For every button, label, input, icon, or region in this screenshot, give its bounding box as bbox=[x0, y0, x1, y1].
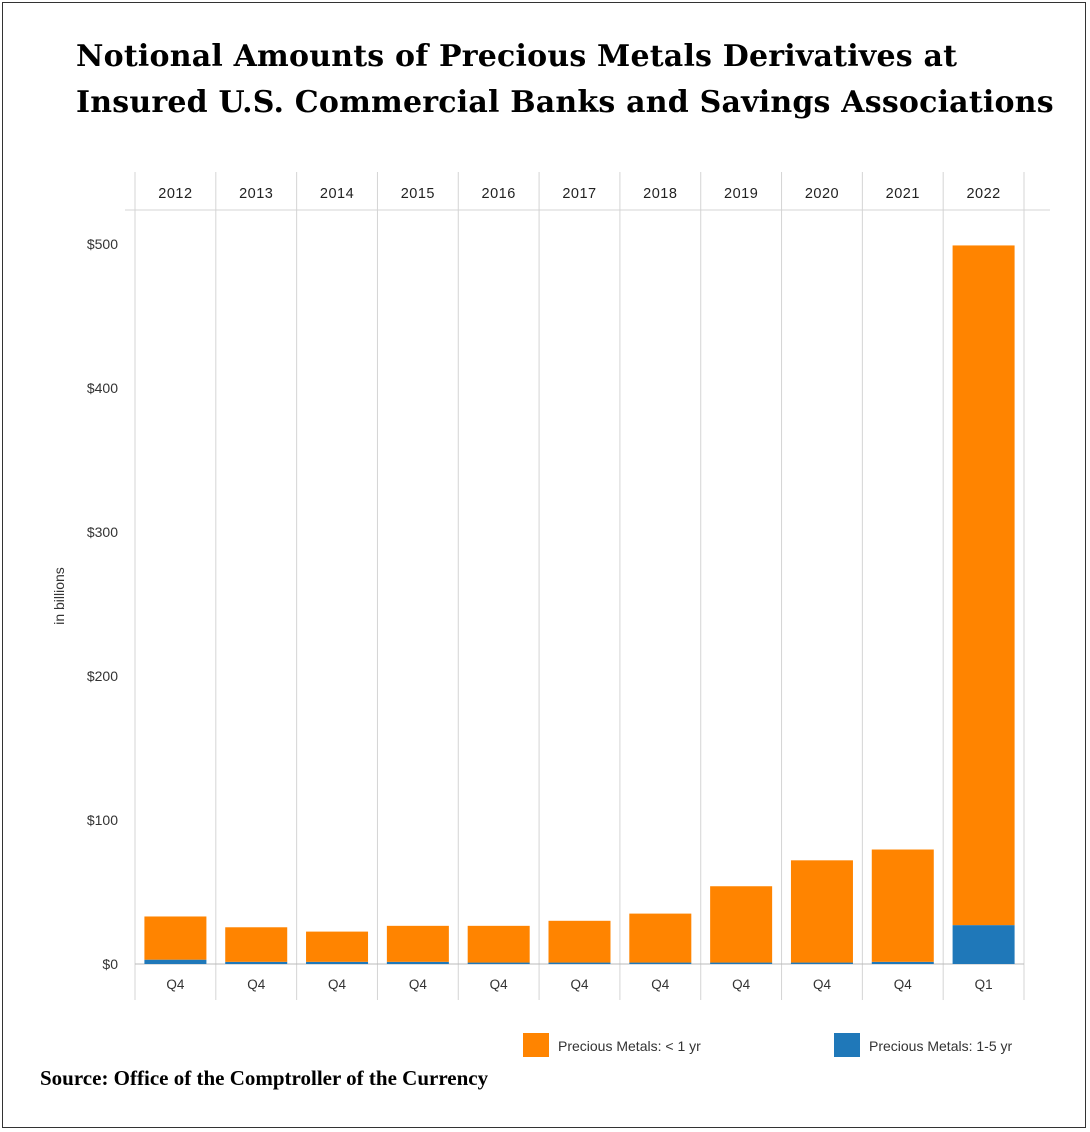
y-tick-label: $200 bbox=[87, 668, 118, 684]
quarter-label: Q4 bbox=[166, 977, 185, 992]
year-header-row: 2012 2013 2014 2015 2016 2017 2018 2019 2020 2021… bbox=[158, 186, 1000, 202]
year-label: 2021 bbox=[886, 186, 920, 202]
year-label: 2015 bbox=[401, 186, 435, 202]
bar-lt1yr bbox=[790, 860, 853, 963]
year-label: 2012 bbox=[158, 186, 192, 202]
quarter-label: Q4 bbox=[247, 977, 266, 992]
quarter-label: Q4 bbox=[651, 977, 670, 992]
y-tick-label: $100 bbox=[87, 812, 118, 828]
bar-oneto5yr bbox=[306, 961, 369, 964]
quarter-label: Q4 bbox=[328, 977, 347, 992]
quarter-label: Q4 bbox=[732, 977, 751, 992]
bar-oneto5yr bbox=[548, 962, 611, 964]
quarter-label: Q4 bbox=[894, 977, 913, 992]
chart-title: Notional Amounts of Precious Metals Deri… bbox=[76, 34, 1066, 126]
year-label: 2019 bbox=[724, 186, 758, 202]
legend-label-oneto5yr: Precious Metals: 1-5 yr bbox=[869, 1038, 1012, 1054]
grid-lines bbox=[125, 172, 1050, 1000]
y-tick-label: $500 bbox=[87, 236, 118, 252]
bar-oneto5yr bbox=[144, 959, 207, 964]
y-axis-ticks: $0 $100 $200 $300 $400 $500 bbox=[87, 236, 118, 972]
source-note: Source: Office of the Comptroller of the… bbox=[40, 1066, 489, 1090]
bar-oneto5yr bbox=[952, 925, 1015, 964]
y-tick-label: $0 bbox=[102, 956, 118, 972]
bar-oneto5yr bbox=[467, 962, 530, 964]
bar-lt1yr bbox=[710, 886, 773, 963]
bar-series bbox=[144, 245, 1015, 964]
year-label: 2017 bbox=[562, 186, 596, 202]
quarter-labels: Q4 Q4 Q4 Q4 Q4 Q4 Q4 Q4 Q4 Q4 Q1 bbox=[166, 977, 992, 992]
legend-swatch-oneto5yr bbox=[834, 1033, 860, 1057]
bar-lt1yr bbox=[467, 925, 530, 963]
legend-label-lt1yr: Precious Metals: < 1 yr bbox=[558, 1038, 701, 1054]
y-axis-label: in billions bbox=[51, 567, 67, 625]
bar-lt1yr bbox=[306, 931, 369, 962]
year-label: 2016 bbox=[482, 186, 516, 202]
quarter-label: Q4 bbox=[570, 977, 589, 992]
bar-lt1yr bbox=[225, 927, 288, 962]
bar-oneto5yr bbox=[225, 961, 288, 964]
legend-swatch-lt1yr bbox=[523, 1033, 549, 1057]
bar-lt1yr bbox=[144, 916, 207, 960]
bar-lt1yr bbox=[871, 849, 934, 962]
title-line-2: Insured U.S. Commercial Banks and Saving… bbox=[76, 85, 1054, 120]
title-line-1: Notional Amounts of Precious Metals Deri… bbox=[76, 39, 958, 74]
bar-lt1yr bbox=[629, 913, 692, 963]
quarter-label: Q1 bbox=[975, 977, 993, 992]
year-label: 2022 bbox=[966, 186, 1000, 202]
quarter-label: Q4 bbox=[409, 977, 428, 992]
bar-oneto5yr bbox=[710, 962, 773, 964]
quarter-label: Q4 bbox=[813, 977, 832, 992]
bar-oneto5yr bbox=[790, 962, 853, 964]
year-label: 2013 bbox=[239, 186, 273, 202]
year-label: 2020 bbox=[805, 186, 839, 202]
y-tick-label: $300 bbox=[87, 524, 118, 540]
year-label: 2018 bbox=[643, 186, 677, 202]
bar-oneto5yr bbox=[871, 961, 934, 964]
bar-oneto5yr bbox=[629, 962, 692, 964]
year-label: 2014 bbox=[320, 186, 354, 202]
bar-lt1yr bbox=[952, 245, 1015, 926]
bar-lt1yr bbox=[548, 920, 611, 963]
y-tick-label: $400 bbox=[87, 380, 118, 396]
bar-oneto5yr bbox=[386, 961, 449, 964]
quarter-label: Q4 bbox=[490, 977, 509, 992]
bar-lt1yr bbox=[386, 925, 449, 962]
legend: Precious Metals: < 1 yr Precious Metals: … bbox=[523, 1033, 1012, 1057]
